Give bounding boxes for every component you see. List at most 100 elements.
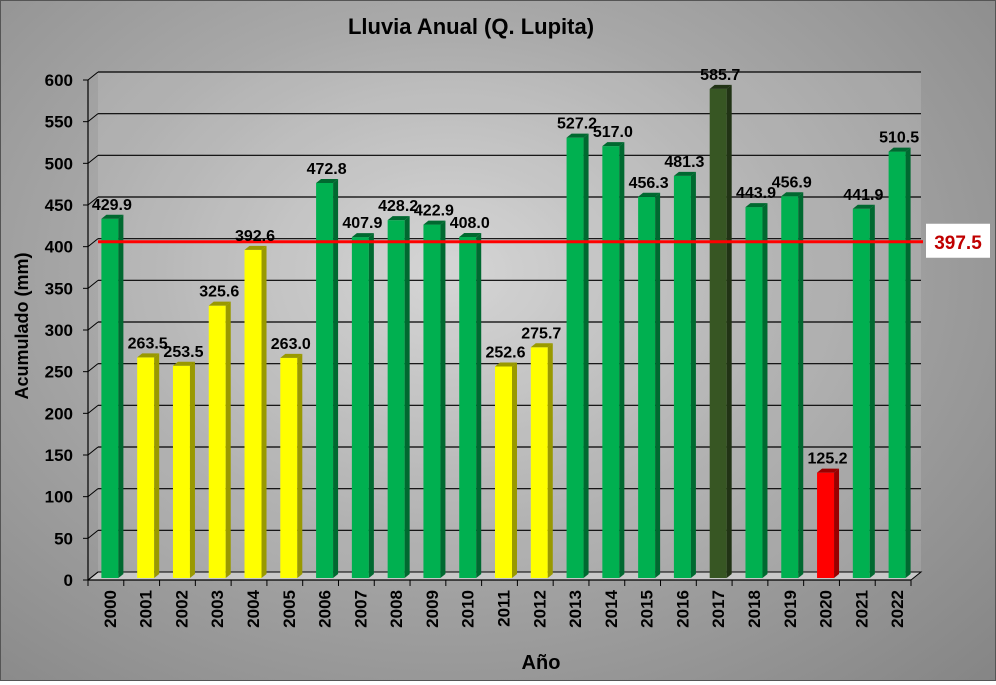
bar-front [351,237,369,579]
bar-top [208,301,231,306]
bar-side [297,353,303,578]
bar [566,133,589,578]
gridline-diagonal [87,488,99,498]
bar-top [745,203,768,208]
bar-front [459,237,477,578]
x-tick-label: 2018 [745,590,764,628]
bar-front [638,196,656,578]
bar-top [172,361,195,366]
bar-front [137,357,155,578]
data-label: 407.9 [342,215,382,232]
x-tick-label: 2016 [673,590,692,628]
bar-front [208,305,226,578]
bar [817,468,840,578]
bar-top [602,142,625,147]
data-label: 517.0 [593,124,633,141]
bar [745,203,768,579]
bar-front [745,207,763,579]
bar-side [547,343,553,578]
y-tick-label: 0 [64,571,73,590]
bar-front [423,224,441,579]
bar [638,192,661,578]
y-tick-label: 50 [54,529,73,548]
bar-front [172,365,190,578]
x-tick-label: 2001 [137,590,156,628]
data-label: 429.9 [92,197,132,214]
bar-side [619,142,625,578]
bar-side [583,133,589,578]
bar-side [512,362,517,578]
bar-side [368,233,374,579]
bar-front [852,208,870,578]
reference-line-group: 397.5 [98,223,990,258]
bar-front [101,218,119,578]
x-tick-label: 2010 [459,590,478,628]
x-tick-label: 2007 [351,590,370,628]
y-axis-label: Acumulado (mm) [12,252,32,399]
x-tick-label: 2005 [280,590,299,628]
bar-side [440,220,446,579]
bar-top [566,133,589,138]
y-tick-label: 300 [45,321,73,340]
bar-side [333,179,339,578]
gridline-diagonal [87,529,99,539]
bar [208,301,231,578]
y-tick-label: 500 [45,154,73,173]
bar-side [154,353,160,578]
bar-side [189,361,195,578]
gridline-diagonal [87,571,99,581]
bar-top [280,353,303,358]
bar-top [423,220,446,225]
gridline-diagonal [87,404,99,414]
bar-side [655,192,661,578]
bar-front [495,366,512,578]
data-label: 456.3 [629,175,669,192]
bar-top [638,192,661,197]
gridline-diagonal [87,363,99,373]
bar [709,84,732,579]
bar-front [888,151,906,579]
y-tick-label: 100 [45,488,73,507]
bar [673,171,696,578]
data-label: 456.9 [772,174,812,191]
data-label: 392.6 [235,228,275,245]
data-label: 585.7 [700,67,740,84]
average-label: 397.5 [934,233,982,254]
bar [172,361,195,578]
data-label: 252.6 [485,345,525,362]
bar-side [726,84,732,579]
data-label: 428.2 [378,198,418,215]
y-tick-label: 200 [45,404,73,423]
bar [888,147,911,579]
bar [459,233,482,578]
x-tick-label: 2014 [602,589,621,627]
bar [280,353,303,578]
gridline-diagonal [87,196,99,206]
bar-front [530,347,548,578]
gridline-diagonal [87,71,99,81]
x-tick-label: 2015 [638,590,657,628]
chart-title: Lluvia Anual (Q. Lupita) [348,14,594,39]
x-tick-label: 2006 [316,590,335,628]
bar-front [781,196,799,578]
average-label-box [926,223,990,258]
x-tick-label: 2000 [101,590,120,628]
bar-top [817,468,840,473]
x-tick-label: 2009 [423,590,442,628]
data-label: 408.0 [450,215,490,232]
bar-front [602,146,620,578]
x-tick-label: 2017 [709,590,728,628]
bar-side [225,301,231,578]
bar-front [566,137,584,578]
y-tick-label: 400 [45,238,73,257]
x-tick-label: 2022 [888,590,907,628]
gridline-diagonal [87,446,99,456]
bar [387,216,410,578]
y-tick-label: 450 [45,196,73,215]
data-label: 325.6 [199,284,239,301]
x-tick-label: 2021 [852,590,871,628]
bar-top [101,214,124,219]
